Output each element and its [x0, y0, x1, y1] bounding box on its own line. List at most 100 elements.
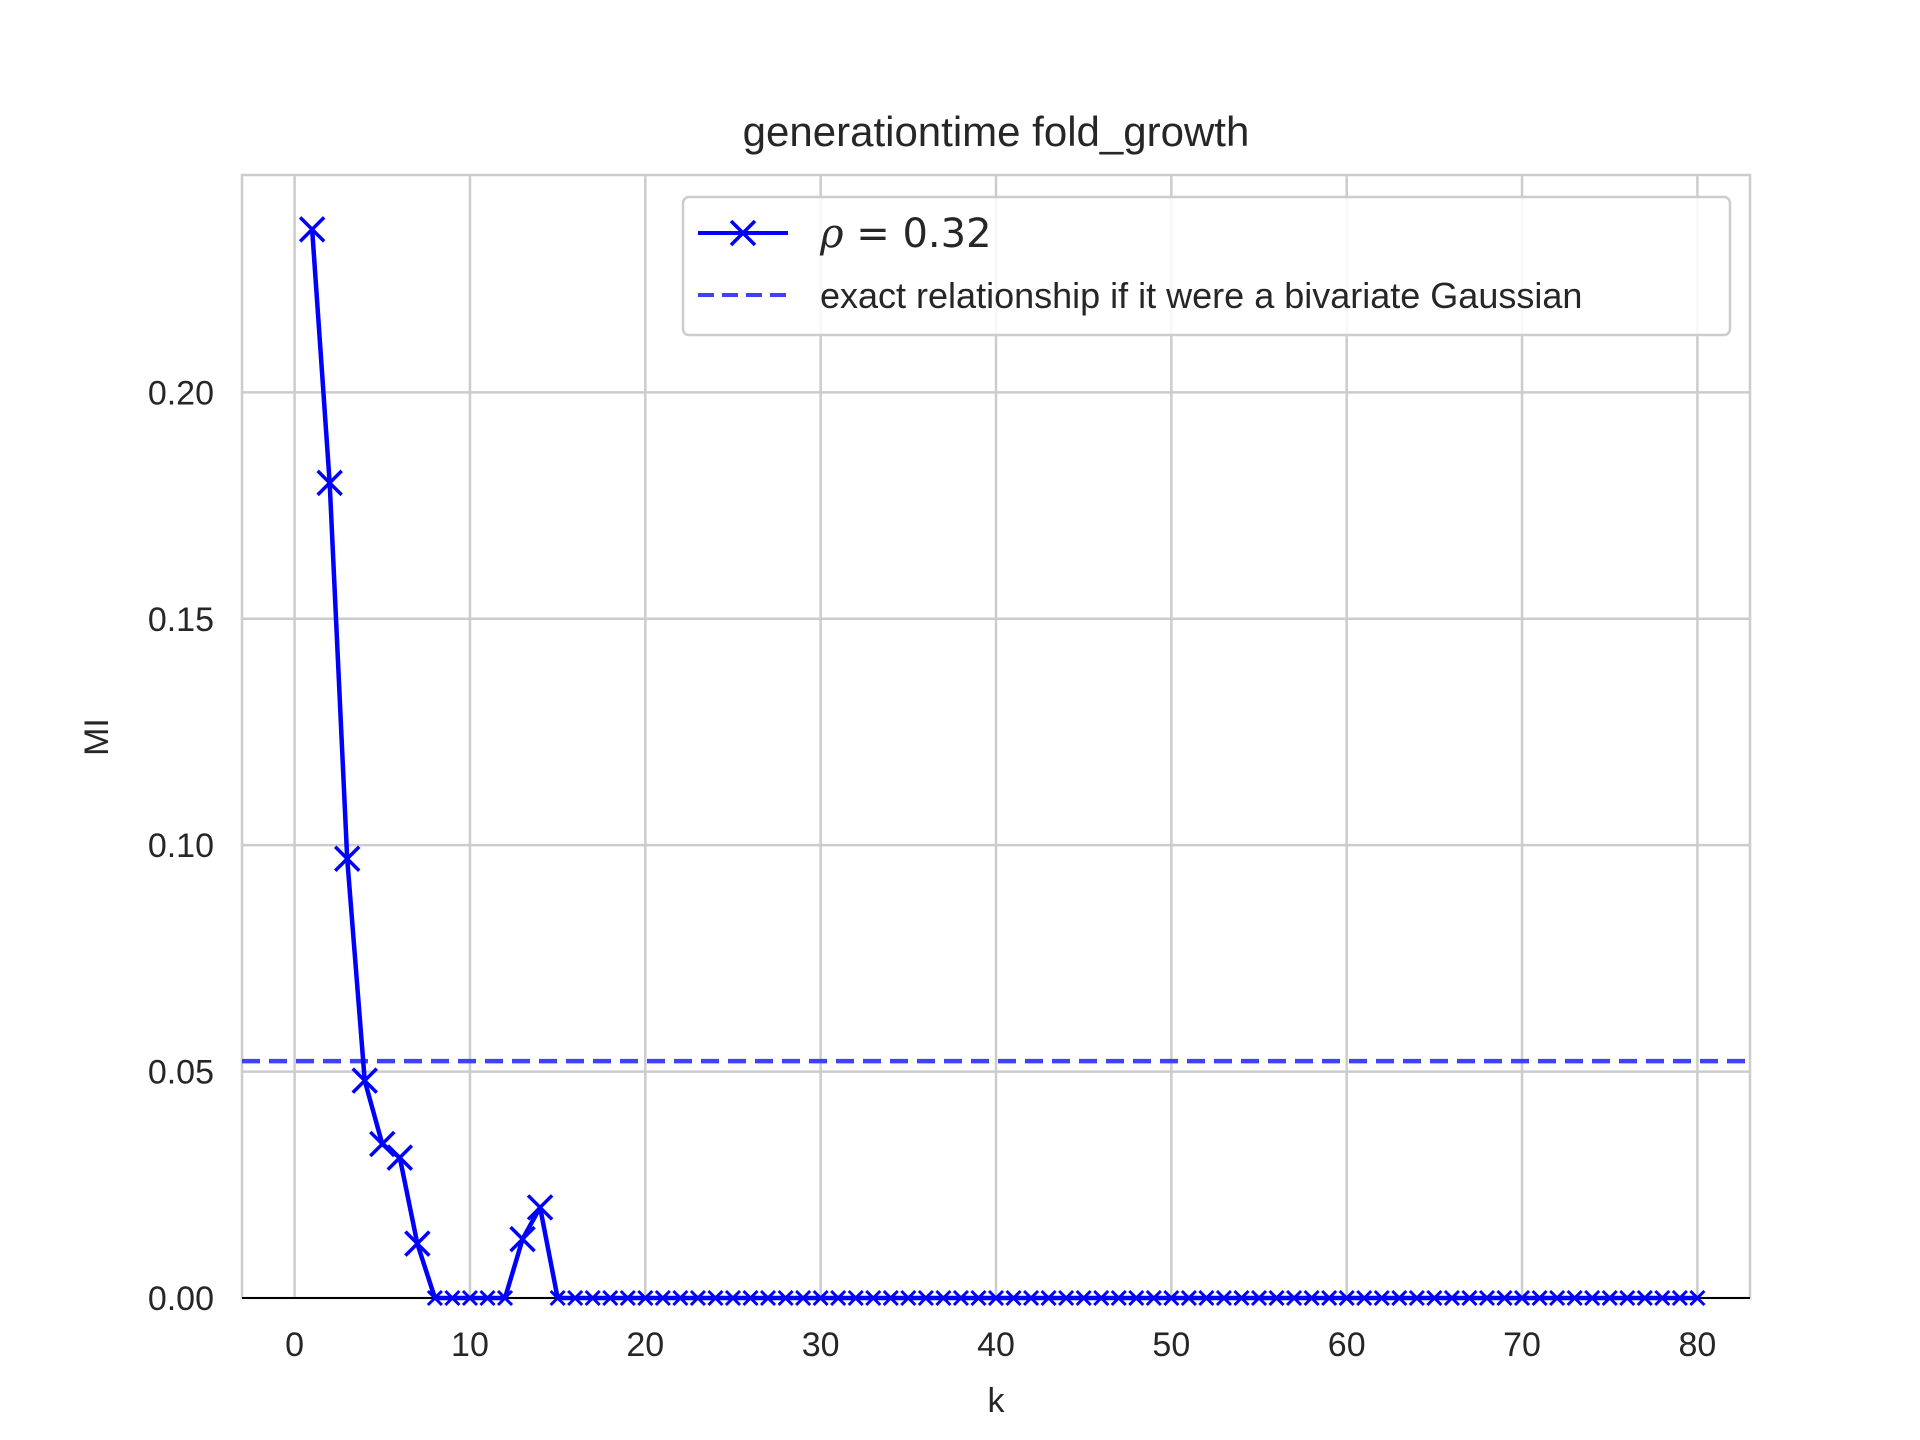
data-point-marker [1250, 1289, 1268, 1307]
data-point-marker [1023, 1289, 1040, 1307]
data-point-marker [1513, 1289, 1531, 1307]
marker-stroke [865, 1289, 882, 1307]
marker-stroke [1250, 1289, 1268, 1307]
y-tick-label: 0.05 [148, 1054, 214, 1092]
data-point-marker [479, 1289, 496, 1307]
legend-label-series-1: ρ = 0.32 [819, 211, 992, 257]
data-point-marker [526, 1194, 554, 1221]
marker-stroke [369, 1130, 396, 1158]
marker-stroke [496, 1289, 514, 1307]
data-point-marker [1584, 1289, 1601, 1307]
data-point-marker [1566, 1289, 1583, 1307]
marker-stroke [952, 1289, 969, 1307]
marker-stroke [1268, 1289, 1285, 1307]
data-point-marker [935, 1289, 952, 1307]
marker-stroke [333, 845, 361, 872]
marker-stroke [935, 1289, 952, 1307]
data-point-marker [1040, 1289, 1057, 1307]
x-tick-label: 60 [1328, 1326, 1366, 1364]
marker-stroke [1023, 1289, 1040, 1307]
marker-stroke [707, 1289, 724, 1307]
data-point-marker [1093, 1289, 1110, 1307]
data-point-marker [1531, 1289, 1548, 1307]
marker-stroke [1478, 1289, 1496, 1307]
y-tick-label: 0.20 [148, 374, 214, 412]
data-point-marker [777, 1289, 794, 1307]
marker-stroke [724, 1289, 742, 1307]
data-point-marker [1443, 1289, 1460, 1307]
data-point-marker [1286, 1289, 1303, 1307]
data-point-marker [724, 1289, 742, 1307]
marker-stroke [742, 1289, 759, 1307]
data-point-marker [1671, 1289, 1688, 1307]
marker-stroke [1040, 1289, 1057, 1307]
data-point-marker [707, 1289, 724, 1307]
data-point-marker [619, 1289, 636, 1307]
data-point-marker [1461, 1289, 1478, 1307]
marker-stroke [619, 1289, 636, 1307]
marker-stroke [1321, 1289, 1338, 1307]
mi-series-line [309, 229, 1698, 1301]
marker-stroke [1286, 1289, 1303, 1307]
marker-stroke [847, 1289, 864, 1307]
data-point-marker [1689, 1289, 1706, 1307]
data-point-marker [1058, 1289, 1075, 1307]
x-tick-label: 40 [977, 1326, 1015, 1364]
data-point-marker [812, 1289, 829, 1307]
y-tick-label: 0.15 [148, 601, 214, 639]
data-point-marker [1636, 1289, 1653, 1307]
data-point-marker [333, 845, 361, 872]
marker-stroke [1689, 1289, 1706, 1307]
marker-stroke [1180, 1289, 1197, 1307]
data-point-marker [637, 1289, 654, 1307]
x-tick-label: 50 [1152, 1326, 1190, 1364]
marker-stroke [689, 1289, 706, 1307]
data-point-marker [298, 216, 326, 243]
marker-stroke [777, 1289, 794, 1307]
data-point-marker [900, 1289, 917, 1307]
data-point-marker [567, 1289, 584, 1307]
marker-stroke [637, 1289, 654, 1307]
data-point-marker [1005, 1289, 1022, 1307]
x-tick-label: 80 [1678, 1326, 1716, 1364]
data-point-marker [689, 1289, 706, 1307]
marker-stroke [882, 1289, 899, 1307]
marker-stroke [567, 1289, 584, 1307]
data-point-marker [1268, 1289, 1285, 1307]
data-point-marker [1110, 1289, 1127, 1307]
marker-stroke [404, 1230, 431, 1257]
data-point-marker [795, 1289, 812, 1307]
marker-stroke [1093, 1289, 1110, 1307]
data-point-marker [1075, 1289, 1092, 1307]
legend-rho-value: = 0.32 [844, 211, 992, 257]
marker-stroke [1215, 1289, 1233, 1307]
data-point-marker [830, 1289, 847, 1307]
marker-stroke [1058, 1289, 1075, 1307]
marker-stroke [1005, 1289, 1022, 1307]
marker-stroke [549, 1289, 566, 1307]
data-point-marker [1163, 1289, 1180, 1307]
x-tick-label: 70 [1503, 1326, 1541, 1364]
marker-stroke [386, 1144, 414, 1171]
marker-stroke [509, 1225, 536, 1253]
marker-stroke [1513, 1289, 1531, 1307]
data-point-marker [1373, 1289, 1390, 1307]
marker-stroke [795, 1289, 812, 1307]
legend-rho-symbol: ρ [819, 211, 844, 257]
marker-stroke [987, 1289, 1005, 1307]
marker-stroke [602, 1289, 619, 1307]
data-point-marker [509, 1225, 536, 1253]
data-point-marker [1601, 1289, 1618, 1307]
data-point-marker [602, 1289, 619, 1307]
marker-stroke [1356, 1289, 1373, 1307]
data-point-marker [316, 469, 343, 497]
data-point-marker [654, 1289, 671, 1307]
x-tick-label: 20 [626, 1326, 664, 1364]
marker-stroke [526, 1194, 554, 1221]
data-point-marker [1356, 1289, 1373, 1307]
data-point-marker [404, 1230, 431, 1257]
data-point-marker [444, 1289, 461, 1307]
data-point-marker [461, 1289, 479, 1307]
marker-stroke [1128, 1289, 1145, 1307]
